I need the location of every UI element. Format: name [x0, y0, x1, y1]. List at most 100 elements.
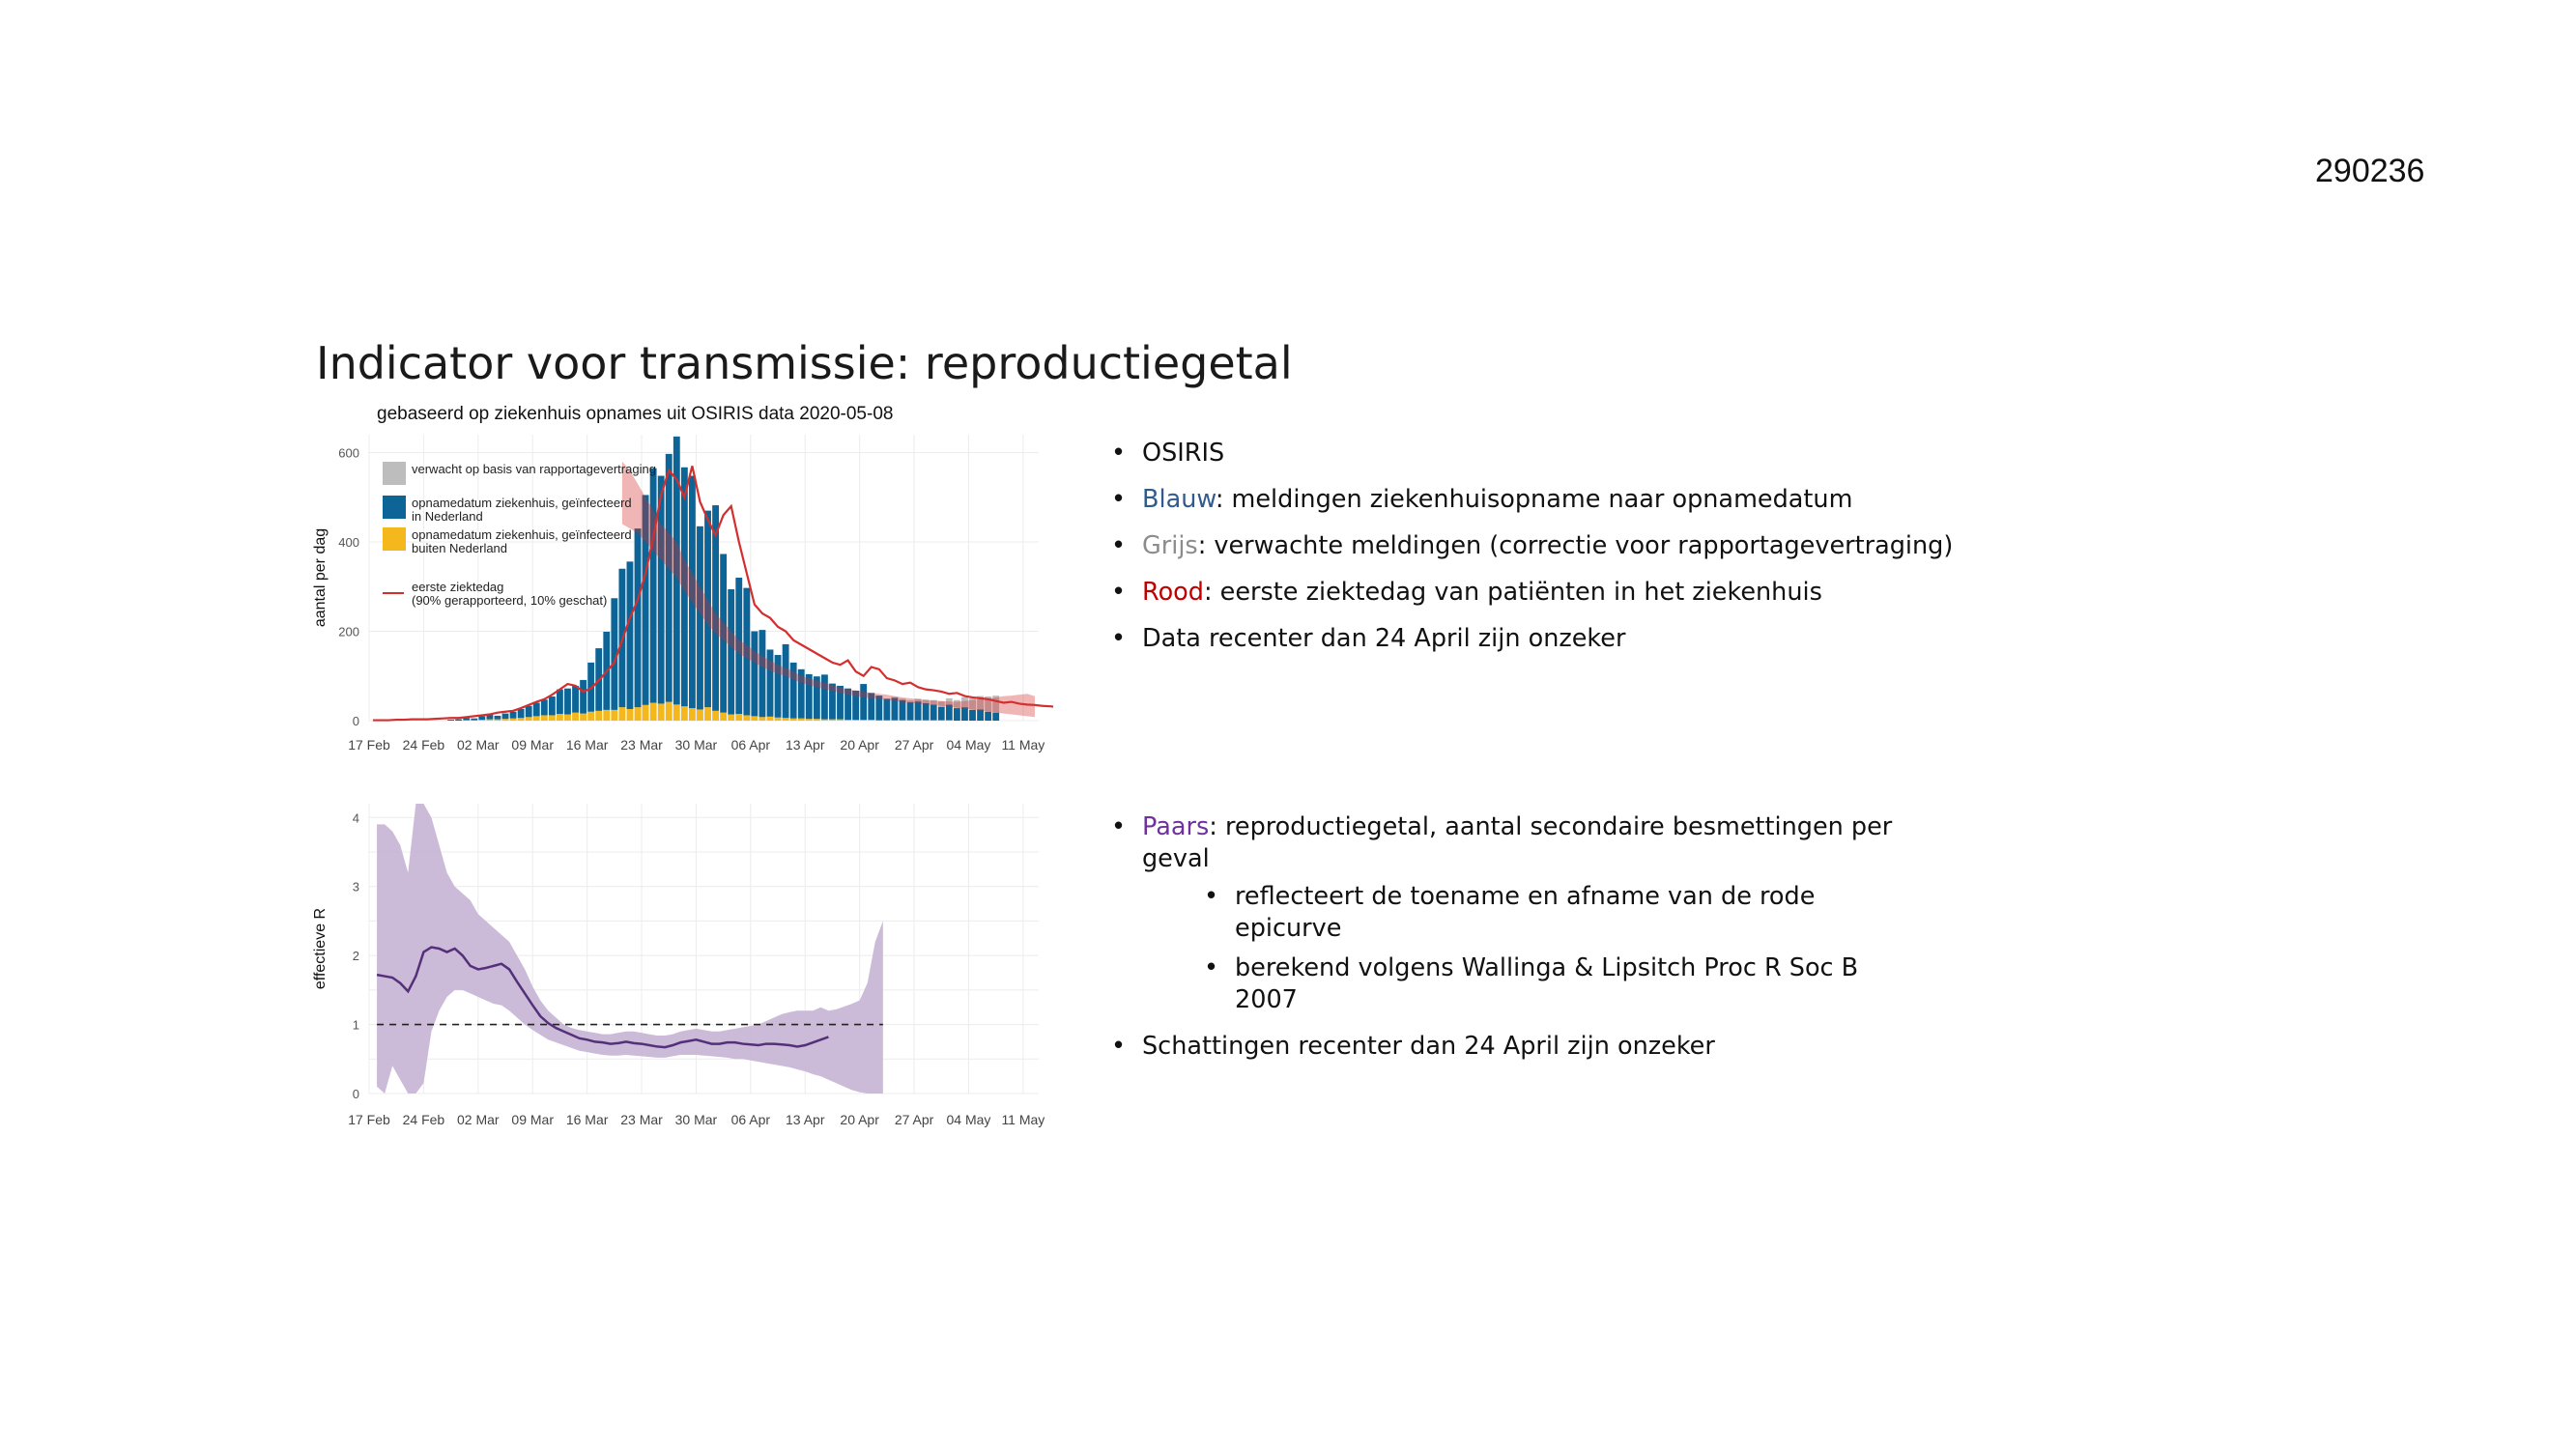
x-tick-label: 02 Mar: [457, 1112, 500, 1127]
bullet-uncertain-data: Data recenter dan 24 April zijn onzeker: [1111, 623, 2271, 655]
bar-abroad: [642, 704, 649, 721]
y-tick-label: 400: [338, 535, 359, 550]
bar-netherlands: [697, 526, 703, 710]
y-axis-label: effectieve R: [312, 908, 329, 989]
x-tick-label: 20 Apr: [840, 737, 879, 753]
bar-expected: [899, 698, 906, 700]
bar-netherlands: [992, 712, 1000, 721]
bar-netherlands: [766, 649, 774, 717]
bar-netherlands: [665, 453, 673, 702]
bar-netherlands: [758, 630, 766, 718]
bar-expected: [922, 699, 930, 703]
bar-netherlands: [860, 684, 868, 721]
x-tick-label: 04 May: [947, 737, 991, 753]
x-tick-label: 30 Mar: [675, 1112, 718, 1127]
x-tick-label: 11 May: [1001, 737, 1045, 753]
y-tick-label: 0: [353, 714, 359, 728]
onset-line: [373, 466, 1053, 722]
bar-abroad: [868, 720, 875, 721]
bar-abroad: [509, 718, 517, 721]
bar-abroad: [797, 718, 805, 721]
bullet-prefix-grey: Grijs: [1142, 531, 1198, 560]
bar-expected: [906, 700, 914, 703]
bar-abroad: [525, 717, 532, 721]
bar-netherlands: [985, 711, 992, 721]
bar-netherlands: [813, 676, 820, 720]
bar-expected: [977, 696, 984, 710]
legend-label: opnamedatum ziekenhuis, geïnfecteerd: [412, 527, 632, 542]
bar-abroad: [743, 715, 751, 721]
bar-abroad: [548, 715, 556, 721]
bullet-uncertain-estimates: Schattingen recenter dan 24 April zijn o…: [1111, 1031, 1903, 1063]
bar-abroad: [556, 714, 563, 721]
bar-netherlands: [580, 679, 587, 714]
bar-abroad: [837, 719, 844, 721]
bar-abroad: [618, 707, 626, 721]
bar-abroad: [501, 719, 509, 721]
bar-netherlands: [922, 702, 930, 721]
bar-abroad: [478, 720, 486, 721]
y-tick-label: 2: [353, 949, 359, 963]
bar-netherlands: [805, 673, 813, 720]
bar-abroad: [766, 716, 774, 721]
bar-netherlands: [455, 719, 463, 721]
bar-netherlands: [774, 655, 782, 718]
bullet-prefix-purple: Paars: [1142, 812, 1210, 841]
bar-expected: [985, 696, 992, 712]
x-tick-label: 30 Mar: [675, 737, 718, 753]
x-tick-label: 27 Apr: [895, 1112, 934, 1127]
bar-abroad: [665, 701, 673, 721]
bar-abroad: [829, 719, 836, 721]
x-tick-label: 16 Mar: [566, 737, 609, 753]
bar-netherlands: [478, 716, 486, 721]
bar-netherlands: [712, 505, 720, 711]
bar-netherlands: [634, 528, 642, 708]
y-tick-label: 200: [338, 625, 359, 639]
bar-abroad: [728, 714, 735, 721]
bar-netherlands: [494, 715, 501, 720]
bar-netherlands: [751, 631, 758, 717]
bar-netherlands: [728, 589, 735, 715]
bar-abroad: [697, 709, 703, 721]
y-tick-label: 0: [353, 1087, 359, 1101]
bar-netherlands: [930, 704, 937, 721]
bar-abroad: [611, 709, 618, 721]
x-tick-label: 09 Mar: [511, 1112, 554, 1127]
bar-netherlands: [517, 708, 525, 719]
hospital-admissions-chart: gebaseerd op ziekenhuis opnames uit OSIR…: [312, 404, 1053, 753]
bar-netherlands: [953, 708, 960, 721]
x-tick-label: 13 Apr: [786, 737, 825, 753]
bar-netherlands: [471, 718, 478, 721]
x-tick-label: 23 Mar: [620, 1112, 663, 1127]
sub-bullet-method: berekend volgens Wallinga & Lipsitch Pro…: [1204, 952, 1903, 1016]
bar-abroad: [789, 718, 797, 721]
bar-netherlands: [540, 699, 548, 716]
bar-netherlands: [868, 693, 875, 721]
y-tick-label: 3: [353, 880, 359, 895]
bullet-red: Rood: eerste ziektedag van patiënten in …: [1111, 577, 2271, 609]
bar-netherlands: [611, 598, 618, 710]
bar-netherlands: [891, 697, 899, 721]
bar-netherlands: [564, 688, 571, 715]
bar-netherlands: [837, 685, 844, 720]
bar-abroad: [751, 716, 758, 721]
sub-bullet-epicurve: reflecteert de toename en afname van de …: [1204, 881, 1903, 945]
chart-title: gebaseerd op ziekenhuis opnames uit OSIR…: [377, 404, 893, 424]
x-tick-label: 27 Apr: [895, 737, 934, 753]
legend-label: buiten Nederland: [412, 541, 507, 555]
bar-netherlands: [961, 707, 968, 721]
bar-netherlands: [572, 685, 579, 713]
y-tick-label: 600: [338, 446, 359, 461]
bar-abroad: [852, 720, 860, 721]
bar-netherlands: [743, 587, 751, 716]
r-estimate-line: [376, 946, 829, 1049]
bar-abroad: [540, 715, 548, 721]
bar-expected: [953, 699, 960, 709]
bar-abroad: [720, 712, 728, 721]
legend-label: (90% gerapporteerd, 10% geschat): [412, 593, 607, 608]
bar-abroad: [673, 704, 680, 721]
bar-abroad: [486, 719, 494, 721]
x-tick-label: 17 Feb: [348, 1112, 390, 1127]
bar-netherlands: [532, 702, 540, 717]
legend-label: verwacht op basis van rapportagevertragi…: [412, 462, 656, 476]
